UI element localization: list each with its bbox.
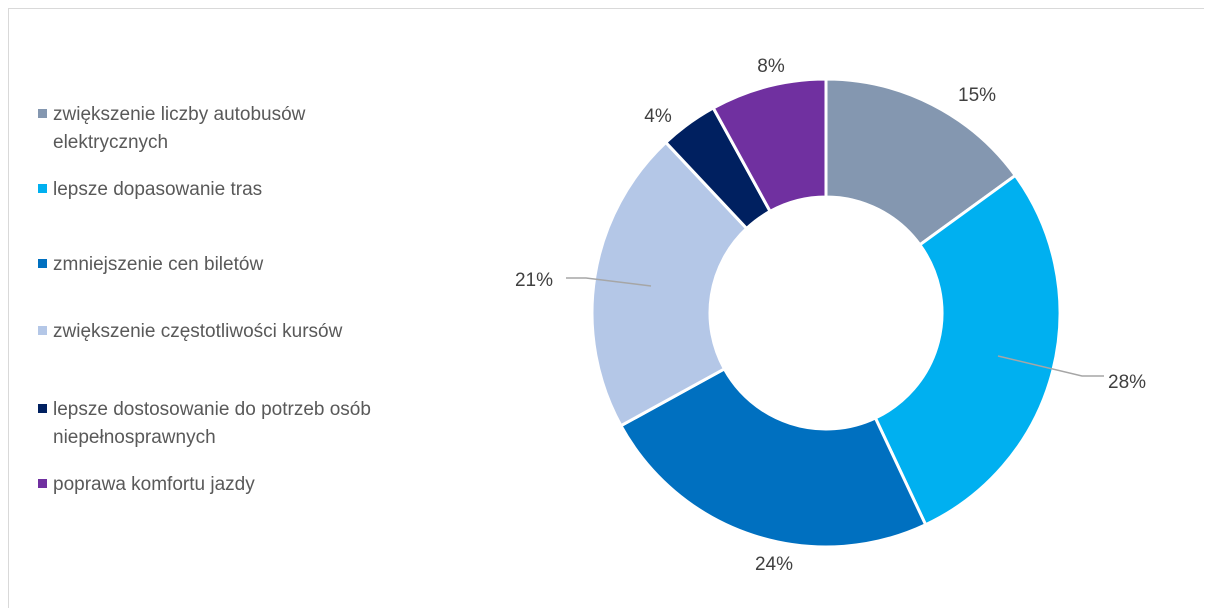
legend-label: zmniejszenie cen biletów [53,254,264,275]
data-label: 4% [644,106,672,127]
leader-line [566,277,652,287]
donut-slice [618,366,928,549]
legend-marker [38,184,47,193]
legend-marker [38,479,47,488]
donut-slice [711,77,828,214]
data-label: 15% [958,85,996,106]
data-label: 8% [757,56,785,77]
legend-label: poprawa komfortu jazdy [53,474,255,495]
data-label: 28% [1108,372,1146,393]
leader-line [997,355,1104,377]
donut-slice [873,173,1062,527]
legend-marker [38,404,47,413]
legend-item-electric-buses: zwiększenie liczby autobusów elektryczny… [38,101,373,157]
legend-label: lepsze dopasowanie tras [53,179,263,200]
data-label: 21% [515,270,553,291]
donut-slice [590,140,749,428]
legend-marker [38,109,47,118]
legend-marker [38,326,47,335]
legend-item-accessibility: lepsze dostosowanie do potrzeb osób niep… [38,396,463,452]
legend-label: zwiększenie częstotliwości kursów [53,321,343,342]
chart-frame [8,8,1204,608]
legend: zwiększenie liczby autobusów elektryczny… [38,0,478,610]
legend-item-comfort: poprawa komfortu jazdy [38,471,453,499]
legend-label: zwiększenie liczby autobusów elektryczny… [53,104,306,153]
data-label: 24% [755,554,793,575]
legend-item-routes: lepsze dopasowanie tras [38,176,453,204]
legend-item-ticket-prices: zmniejszenie cen biletów [38,251,453,279]
legend-marker [38,259,47,268]
legend-item-frequency: zwiększenie częstotliwości kursów [38,318,453,346]
legend-label: lepsze dostosowanie do potrzeb osób niep… [53,399,371,448]
donut-slice [824,77,1018,247]
